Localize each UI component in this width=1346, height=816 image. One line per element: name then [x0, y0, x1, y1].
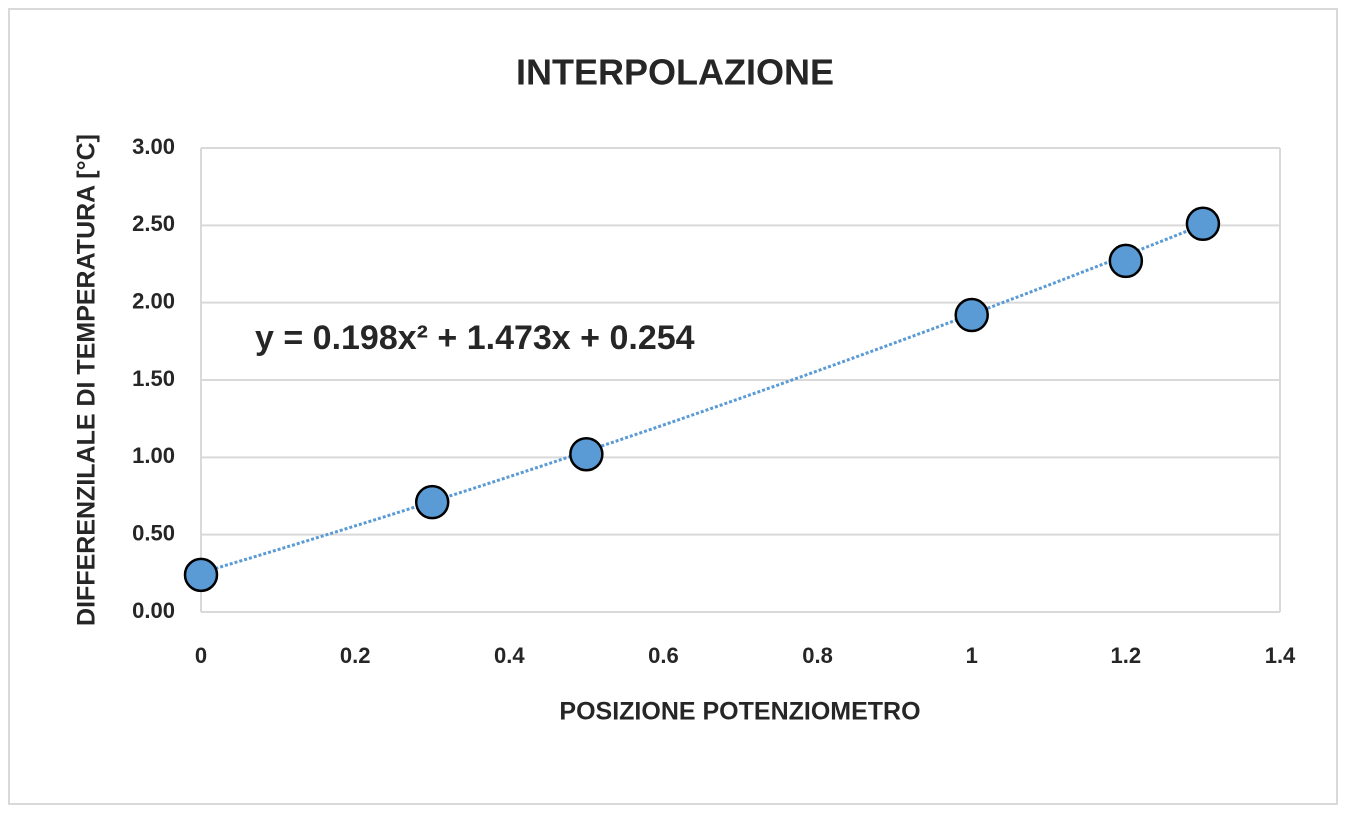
x-tick-label: 1.2 [1111, 643, 1142, 668]
trendline-equation: y = 0.198x² + 1.473x + 0.254 [255, 319, 695, 357]
x-tick-label: 0.6 [648, 643, 679, 668]
y-tick-label: 1.50 [132, 366, 175, 391]
point [569, 436, 604, 472]
point [414, 484, 450, 520]
y-tick-label: 2.00 [132, 288, 175, 313]
chart-frame [8, 8, 1338, 805]
x-tick-label: 0.4 [494, 643, 525, 668]
y-tick-label: 1.00 [132, 443, 175, 468]
point [1185, 206, 1221, 242]
y-axis-title: DIFFERENZILALE DI TEMPERATURA [°C] [73, 134, 101, 626]
x-tick-label: 0 [195, 643, 207, 668]
point [1108, 243, 1144, 279]
x-axis-title: POSIZIONE POTENZIOMETRO [559, 698, 920, 726]
point [954, 297, 989, 333]
chart-title: INTERPOLAZIONE [516, 52, 834, 93]
y-tick-label: 3.00 [132, 134, 175, 159]
point [183, 557, 219, 593]
y-tick-label: 0.00 [132, 598, 175, 623]
y-tick-label: 0.50 [132, 520, 175, 545]
y-tick-label: 2.50 [132, 211, 175, 236]
x-tick-label: 0.2 [340, 643, 371, 668]
x-tick-label: 0.8 [802, 643, 833, 668]
x-tick-label: 1 [966, 643, 978, 668]
x-tick-label: 1.4 [1265, 643, 1296, 668]
trendline [200, 223, 1204, 575]
